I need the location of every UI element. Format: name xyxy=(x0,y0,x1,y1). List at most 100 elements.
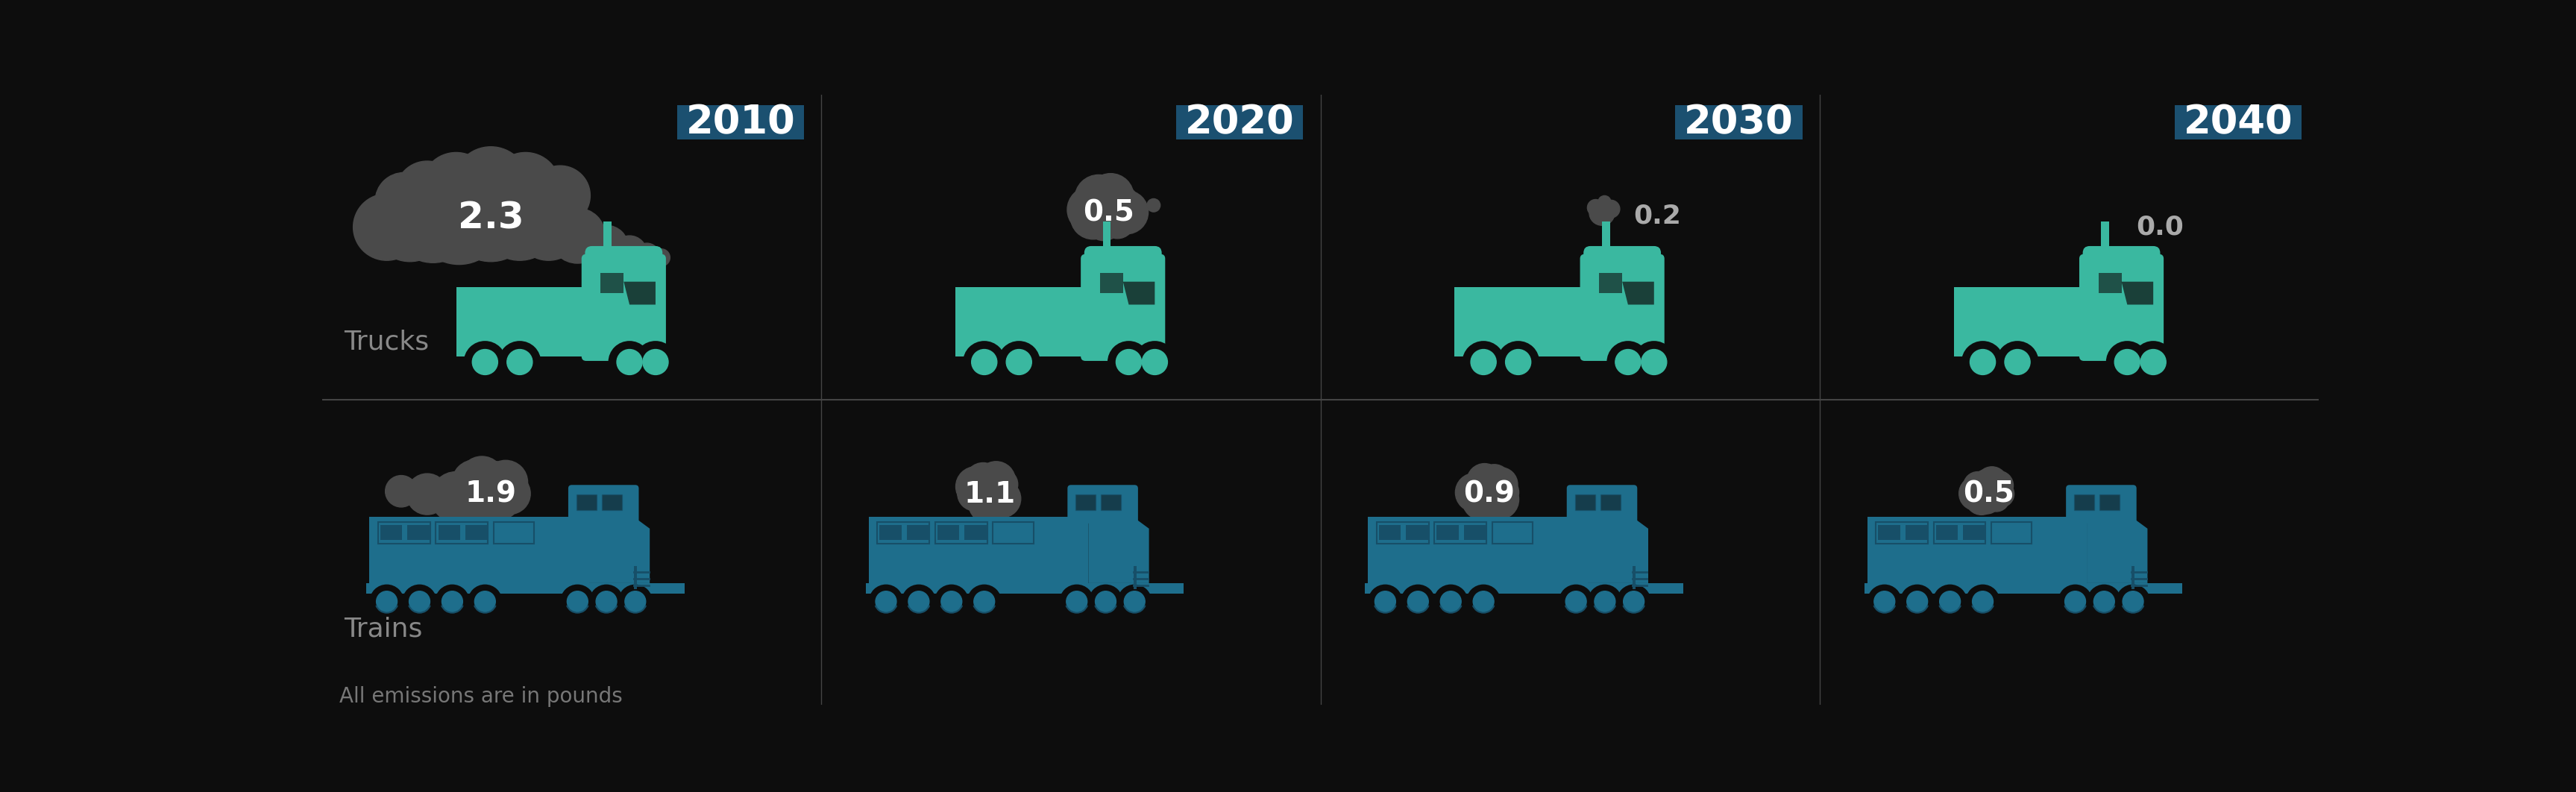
Circle shape xyxy=(1489,478,1517,507)
Circle shape xyxy=(618,585,652,618)
Circle shape xyxy=(448,176,533,261)
FancyBboxPatch shape xyxy=(435,522,487,543)
Circle shape xyxy=(1466,463,1502,498)
FancyBboxPatch shape xyxy=(438,525,461,540)
FancyBboxPatch shape xyxy=(2099,494,2120,510)
Circle shape xyxy=(376,173,433,230)
FancyBboxPatch shape xyxy=(1100,273,1123,293)
Circle shape xyxy=(2087,585,2120,618)
Circle shape xyxy=(410,591,430,612)
Circle shape xyxy=(636,342,675,383)
Circle shape xyxy=(940,591,961,612)
Circle shape xyxy=(652,249,670,266)
FancyBboxPatch shape xyxy=(956,287,1082,356)
Circle shape xyxy=(1061,585,1092,618)
Circle shape xyxy=(616,349,641,375)
Circle shape xyxy=(1455,473,1494,512)
Circle shape xyxy=(464,342,505,383)
Circle shape xyxy=(1066,187,1113,233)
Polygon shape xyxy=(590,517,649,583)
Circle shape xyxy=(1958,477,1994,511)
Circle shape xyxy=(1473,476,1504,507)
Circle shape xyxy=(1479,489,1504,515)
Polygon shape xyxy=(2087,517,2146,583)
Circle shape xyxy=(1602,200,1620,218)
FancyBboxPatch shape xyxy=(1574,494,1595,510)
Circle shape xyxy=(2117,585,2148,618)
Circle shape xyxy=(376,591,397,612)
FancyBboxPatch shape xyxy=(456,287,582,356)
Circle shape xyxy=(956,466,997,507)
Circle shape xyxy=(1084,205,1121,241)
Circle shape xyxy=(613,236,647,270)
FancyBboxPatch shape xyxy=(1584,246,1662,283)
Circle shape xyxy=(2115,349,2138,375)
Circle shape xyxy=(976,462,1015,500)
Circle shape xyxy=(371,585,402,618)
Circle shape xyxy=(1463,482,1502,520)
Circle shape xyxy=(1368,585,1401,618)
Circle shape xyxy=(1607,342,1649,383)
FancyBboxPatch shape xyxy=(1378,525,1401,540)
Circle shape xyxy=(1641,349,1667,375)
FancyBboxPatch shape xyxy=(677,105,804,140)
Bar xyxy=(2130,566,2133,589)
FancyBboxPatch shape xyxy=(1904,525,1927,540)
Circle shape xyxy=(489,153,559,222)
Text: 0.0: 0.0 xyxy=(2136,215,2182,240)
Circle shape xyxy=(2094,591,2115,612)
Circle shape xyxy=(386,475,417,507)
FancyBboxPatch shape xyxy=(1953,287,2081,356)
FancyBboxPatch shape xyxy=(868,517,1087,583)
Circle shape xyxy=(585,226,629,269)
Circle shape xyxy=(562,585,592,618)
Circle shape xyxy=(626,591,647,612)
Circle shape xyxy=(487,486,518,519)
FancyBboxPatch shape xyxy=(585,246,662,283)
FancyBboxPatch shape xyxy=(603,494,621,510)
Circle shape xyxy=(1901,585,1932,618)
Polygon shape xyxy=(1087,517,1149,583)
Bar xyxy=(1084,353,1154,360)
Circle shape xyxy=(1558,585,1592,618)
FancyBboxPatch shape xyxy=(1368,517,1587,583)
FancyBboxPatch shape xyxy=(407,525,430,540)
Circle shape xyxy=(1463,342,1504,383)
Circle shape xyxy=(435,585,469,618)
FancyBboxPatch shape xyxy=(938,525,958,540)
Circle shape xyxy=(489,473,531,514)
Circle shape xyxy=(549,208,605,263)
Circle shape xyxy=(479,182,559,261)
FancyBboxPatch shape xyxy=(1100,494,1121,510)
Circle shape xyxy=(422,153,489,222)
Circle shape xyxy=(1615,349,1641,375)
FancyBboxPatch shape xyxy=(1579,254,1664,361)
FancyBboxPatch shape xyxy=(1437,525,1458,540)
FancyBboxPatch shape xyxy=(1600,494,1620,510)
FancyBboxPatch shape xyxy=(1084,246,1162,283)
Text: 2.3: 2.3 xyxy=(459,200,523,236)
Text: 2020: 2020 xyxy=(1185,103,1293,142)
Circle shape xyxy=(876,591,896,612)
Text: Trains: Trains xyxy=(345,616,422,642)
FancyBboxPatch shape xyxy=(2097,273,2120,293)
FancyBboxPatch shape xyxy=(2174,105,2300,140)
Circle shape xyxy=(1973,478,2002,505)
Circle shape xyxy=(404,585,435,618)
Circle shape xyxy=(1984,471,2012,500)
Circle shape xyxy=(1932,585,1965,618)
Circle shape xyxy=(1473,591,1494,612)
FancyBboxPatch shape xyxy=(381,525,402,540)
Bar xyxy=(1365,583,1682,593)
Circle shape xyxy=(1973,487,1999,514)
Circle shape xyxy=(1066,591,1087,612)
Circle shape xyxy=(871,585,902,618)
Circle shape xyxy=(1476,464,1510,497)
Circle shape xyxy=(909,591,930,612)
Circle shape xyxy=(974,591,994,612)
Circle shape xyxy=(484,460,528,505)
Circle shape xyxy=(971,349,997,375)
Bar xyxy=(1862,583,2182,593)
Circle shape xyxy=(1466,585,1499,618)
Circle shape xyxy=(958,476,992,511)
